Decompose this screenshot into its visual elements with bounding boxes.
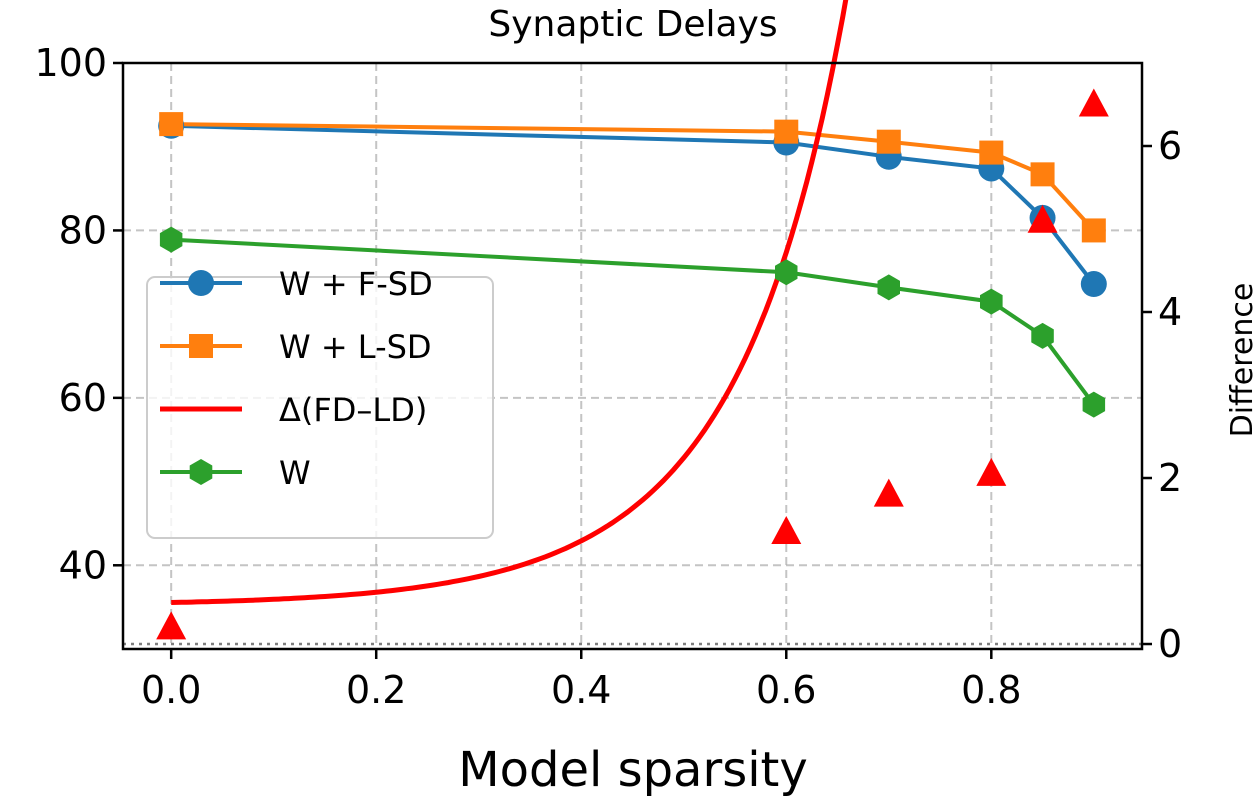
- y-tick-label-2: 80: [59, 208, 107, 252]
- x-tick-label-4: 0.8: [961, 668, 1021, 712]
- chart-title: Synaptic Delays: [488, 4, 777, 45]
- x-tick-label-1: 0.2: [346, 668, 406, 712]
- points-layer: [156, 88, 1109, 640]
- point-w-l-sd-2: [876, 129, 901, 154]
- point-w-3: [980, 288, 1003, 315]
- point-w-4: [1031, 322, 1054, 349]
- legend-label-f-sd: W + F-SD: [279, 265, 433, 303]
- point-w-l-sd-3: [979, 140, 1004, 165]
- y-tick-label-0: 40: [59, 543, 107, 587]
- point-w-1: [775, 259, 798, 286]
- x-tick-label-0: 0.0: [141, 668, 201, 712]
- point-w-2: [877, 274, 900, 301]
- point-w-l-sd-4: [1030, 162, 1055, 187]
- y2-tick-label-0: 0: [1158, 622, 1182, 666]
- y-tick-label-3: 100: [34, 41, 107, 85]
- point-w-0: [159, 226, 183, 253]
- point-difference-2: [873, 478, 904, 507]
- y-tick-label-1: 60: [59, 376, 107, 420]
- point-difference-5: [1078, 88, 1109, 117]
- point-difference-3: [976, 457, 1007, 486]
- point-difference-4: [1027, 204, 1058, 233]
- point-w-l-sd-5: [1081, 218, 1106, 243]
- y2-tick-label-3: 6: [1158, 124, 1182, 168]
- point-w-l-sd-0: [159, 112, 184, 137]
- point-difference-0: [156, 611, 187, 640]
- x-tick-label-2: 0.4: [551, 668, 611, 712]
- legend-label-l-sd: W + L-SD: [279, 328, 432, 366]
- legend-label-w: W: [279, 454, 311, 492]
- legend-item-w: W: [160, 454, 311, 492]
- series-line-difference-fit: [171, 0, 849, 605]
- legend: W + F-SD W + L-SD Δ(FD–LD) W: [146, 265, 494, 539]
- point-w-f-sd-5: [1080, 271, 1107, 298]
- legend-marker-f-sd: [188, 270, 214, 296]
- point-w-5: [1082, 391, 1106, 418]
- point-w-l-sd-1: [774, 119, 799, 144]
- x-tick-label-3: 0.6: [756, 668, 816, 712]
- y2-axis-title: Difference: [1225, 283, 1260, 438]
- x-axis: 0.0 0.2 0.4 0.6 0.8: [141, 649, 1022, 712]
- legend-label-difference: Δ(FD–LD): [279, 391, 427, 429]
- series-line-w: [171, 237, 1096, 406]
- y-axis-right: 0 2 4 6: [1142, 124, 1182, 666]
- legend-item-l-sd: W + L-SD: [160, 328, 432, 366]
- x-axis-title: Model sparsity: [458, 742, 808, 798]
- y2-tick-label-2: 4: [1158, 290, 1182, 334]
- legend-marker-w: [189, 459, 213, 485]
- plot-frame: [121, 61, 1144, 651]
- legend-item-f-sd: W + F-SD: [160, 265, 433, 303]
- point-difference-1: [771, 515, 802, 544]
- y2-tick-label-1: 2: [1158, 456, 1182, 500]
- legend-marker-l-sd: [189, 334, 213, 358]
- legend-item-difference: Δ(FD–LD): [160, 391, 427, 429]
- y-axis-left: 40 60 80 100: [34, 41, 123, 587]
